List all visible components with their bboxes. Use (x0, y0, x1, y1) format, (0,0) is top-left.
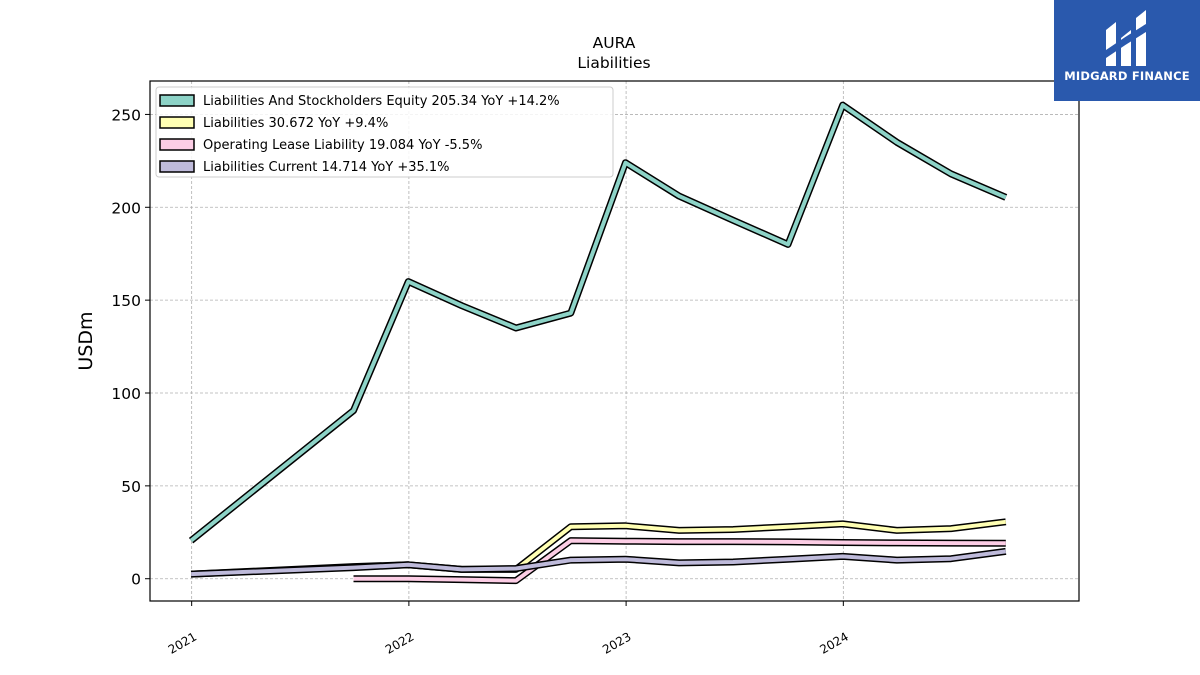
legend-swatch (159, 94, 195, 107)
y-tick-label: 50 (121, 478, 141, 496)
chart-subtitle: Liabilities (577, 54, 650, 72)
series-line-3 (353, 538, 1006, 583)
y-axis-label: USDm (75, 311, 97, 370)
y-tick-label: 0 (131, 571, 141, 589)
x-axis: 2021 2022 2023 2024 (166, 601, 851, 657)
series-lines (188, 101, 1008, 585)
legend-box (155, 86, 614, 178)
y-tick-label: 250 (111, 106, 141, 124)
x-tick-label: 2024 (817, 629, 850, 656)
legend-entry: Operating Lease Liability 19.084 YoY -5.… (203, 138, 482, 153)
x-tick-label: 2022 (383, 629, 416, 656)
x-tick-label: 2023 (600, 629, 633, 656)
y-tick-label: 100 (111, 385, 141, 403)
legend-swatch (159, 160, 195, 173)
x-tick-label: 2021 (166, 629, 199, 656)
plot-frame (149, 80, 1080, 602)
legend: Liabilities And Stockholders Equity 205.… (155, 86, 614, 178)
y-tick-label: 200 (111, 199, 141, 217)
series-line-4 (191, 549, 1007, 577)
y-tick-label: 150 (111, 292, 141, 310)
series-line-1 (189, 103, 1007, 543)
logo-mark-icon (1106, 10, 1146, 66)
legend-swatch (159, 138, 195, 151)
legend-entry: Liabilities Current 14.714 YoY +35.1% (203, 160, 450, 175)
brand-logo: MIDGARD FINANCE (1054, 0, 1200, 101)
legend-swatch (159, 116, 195, 129)
legend-entry: Liabilities 30.672 YoY +9.4% (203, 116, 388, 131)
y-axis: 0 50 100 150 200 250 (111, 106, 150, 589)
chart-title: AURA (593, 34, 636, 52)
legend-entry: Liabilities And Stockholders Equity 205.… (203, 94, 560, 109)
brand-name: MIDGARD FINANCE (1064, 69, 1190, 83)
